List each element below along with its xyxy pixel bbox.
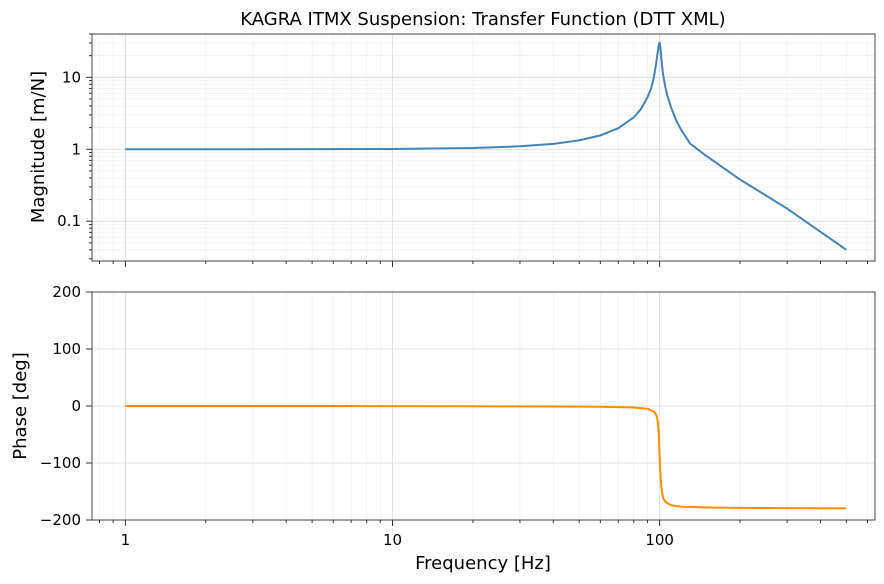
magnitude-y-axis-label: Magnitude [m/N] [28, 71, 49, 223]
x-tick-label: 100 [645, 531, 674, 549]
magnitude-axes-frame [91, 33, 876, 262]
phase-y-tick-label: −100 [40, 454, 81, 472]
x-axis-label: Frequency [Hz] [415, 553, 551, 574]
phase-y-tick-label: −200 [40, 511, 81, 529]
magnitude-panel: 0.1 1 10 Magnitude [m/N] [28, 33, 876, 267]
magnitude-series-line [125, 41, 847, 251]
magnitude-y-tick-label: 0.1 [57, 212, 81, 230]
x-tick-label: 1 [121, 531, 131, 549]
magnitude-y-tick-label: 10 [62, 68, 81, 86]
phase-y-tick-label: 200 [52, 283, 81, 301]
x-tick-label: 10 [383, 531, 402, 549]
phase-y-tick-label: 0 [71, 397, 81, 415]
phase-panel: −200 −100 0 100 200 1 10 100 Phase [deg] Freque… [10, 283, 876, 574]
phase-y-tick-label: 100 [52, 340, 81, 358]
magnitude-y-tick-label: 1 [71, 140, 81, 158]
phase-y-axis-label: Phase [deg] [10, 352, 31, 459]
chart-title: KAGRA ITMX Suspension: Transfer Function… [240, 9, 725, 30]
phase-series-line [125, 405, 847, 510]
